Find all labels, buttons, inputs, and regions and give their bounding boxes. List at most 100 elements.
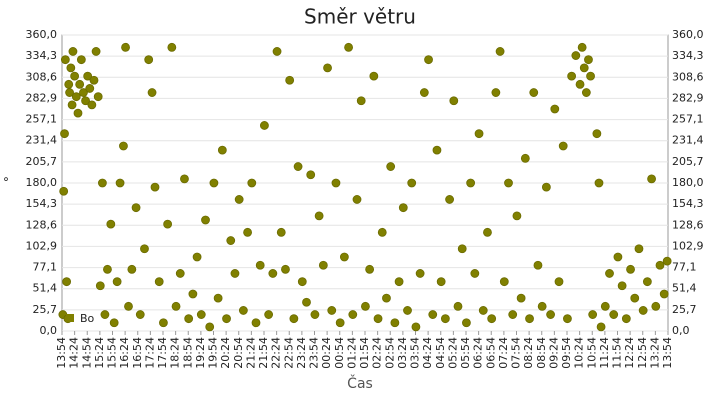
point xyxy=(407,178,417,188)
point xyxy=(217,145,227,155)
point xyxy=(575,79,585,89)
point xyxy=(65,88,74,97)
point xyxy=(150,182,160,192)
x-tick-label: 03:24 xyxy=(396,337,409,369)
point xyxy=(581,88,591,97)
x-tick-label: 15:54 xyxy=(106,337,119,369)
point xyxy=(655,260,665,270)
x-tick-label: 13:24 xyxy=(648,337,661,369)
point xyxy=(76,55,86,65)
point xyxy=(651,301,661,311)
point xyxy=(115,178,125,188)
x-tick-label: 23:24 xyxy=(295,337,308,369)
point xyxy=(571,51,581,60)
y2-tick-label: 360,0 xyxy=(672,28,704,41)
point xyxy=(66,63,76,73)
point xyxy=(121,42,130,52)
point xyxy=(234,195,244,204)
y-tick-label: 334,3 xyxy=(26,49,58,62)
x-tick-label: 12:24 xyxy=(623,337,636,369)
point xyxy=(163,219,173,229)
y-tick-label: 231,4 xyxy=(26,134,58,147)
point xyxy=(71,92,81,102)
point xyxy=(588,310,598,319)
legend-swatch xyxy=(66,314,74,322)
y-tick-label: 0,0 xyxy=(40,324,58,337)
chart-title: Směr větru xyxy=(304,5,416,29)
point xyxy=(662,256,672,266)
y2-tick-label: 102,9 xyxy=(672,239,704,252)
point xyxy=(196,310,206,319)
x-tick-label: 14:54 xyxy=(80,337,93,369)
x-tick-label: 13:54 xyxy=(55,337,68,369)
point xyxy=(331,178,341,188)
point xyxy=(264,310,274,319)
point xyxy=(550,104,560,114)
point xyxy=(356,96,366,106)
point xyxy=(584,55,593,65)
point xyxy=(415,269,425,278)
point xyxy=(419,88,429,97)
y-tick-label: 51,4 xyxy=(33,282,58,295)
point xyxy=(184,314,194,324)
point xyxy=(626,264,635,274)
point xyxy=(642,277,652,287)
x-tick-label: 18:24 xyxy=(169,337,182,369)
y-tick-label: 102,9 xyxy=(26,239,58,252)
point xyxy=(91,47,101,56)
y2-tick-label: 308,6 xyxy=(672,70,704,83)
point xyxy=(222,314,231,324)
x-tick-label: 21:24 xyxy=(244,337,257,369)
point xyxy=(73,108,83,118)
x-tick-label: 15:24 xyxy=(93,337,106,369)
point xyxy=(260,121,269,130)
point xyxy=(516,293,526,303)
y2-tick-label: 334,3 xyxy=(672,49,704,62)
y2-tick-label: 128,6 xyxy=(672,218,704,231)
y-tick-label: 180,0 xyxy=(26,176,58,189)
point xyxy=(85,84,95,93)
point xyxy=(520,153,530,163)
point xyxy=(586,71,595,81)
point xyxy=(428,310,438,319)
point xyxy=(135,310,145,319)
point xyxy=(59,186,69,196)
x-tick-label: 10:54 xyxy=(585,337,598,369)
x-tick-label: 22:24 xyxy=(270,337,283,369)
point xyxy=(558,141,568,151)
point xyxy=(327,306,337,315)
point xyxy=(103,264,112,274)
x-tick-label: 04:54 xyxy=(434,337,447,369)
x-tick-label: 16:54 xyxy=(131,337,144,369)
point xyxy=(171,301,181,311)
point xyxy=(60,129,69,139)
point xyxy=(310,310,320,319)
point xyxy=(281,264,290,274)
point xyxy=(70,71,80,81)
y-tick-label: 77,1 xyxy=(33,261,58,274)
x-tick-label: 00:54 xyxy=(333,337,346,369)
point xyxy=(243,227,252,237)
y2-tick-label: 257,1 xyxy=(672,113,704,126)
x-tick-label: 02:54 xyxy=(383,337,396,369)
y-tick-label: 205,7 xyxy=(26,155,58,168)
x-tick-label: 11:24 xyxy=(598,337,611,369)
y-tick-label: 282,9 xyxy=(26,91,58,104)
x-tick-label: 20:54 xyxy=(232,337,245,369)
point xyxy=(87,100,97,110)
point xyxy=(659,289,669,299)
point xyxy=(621,314,631,324)
point xyxy=(630,293,640,303)
point xyxy=(106,219,116,229)
y2-tick-label: 0,0 xyxy=(672,324,690,337)
x-tick-label: 20:24 xyxy=(219,337,232,369)
point xyxy=(95,281,105,291)
point xyxy=(508,310,518,319)
point xyxy=(386,162,396,171)
point xyxy=(499,277,509,287)
point xyxy=(159,318,168,328)
x-tick-label: 18:54 xyxy=(181,337,194,369)
point xyxy=(605,269,614,278)
point xyxy=(512,211,522,221)
